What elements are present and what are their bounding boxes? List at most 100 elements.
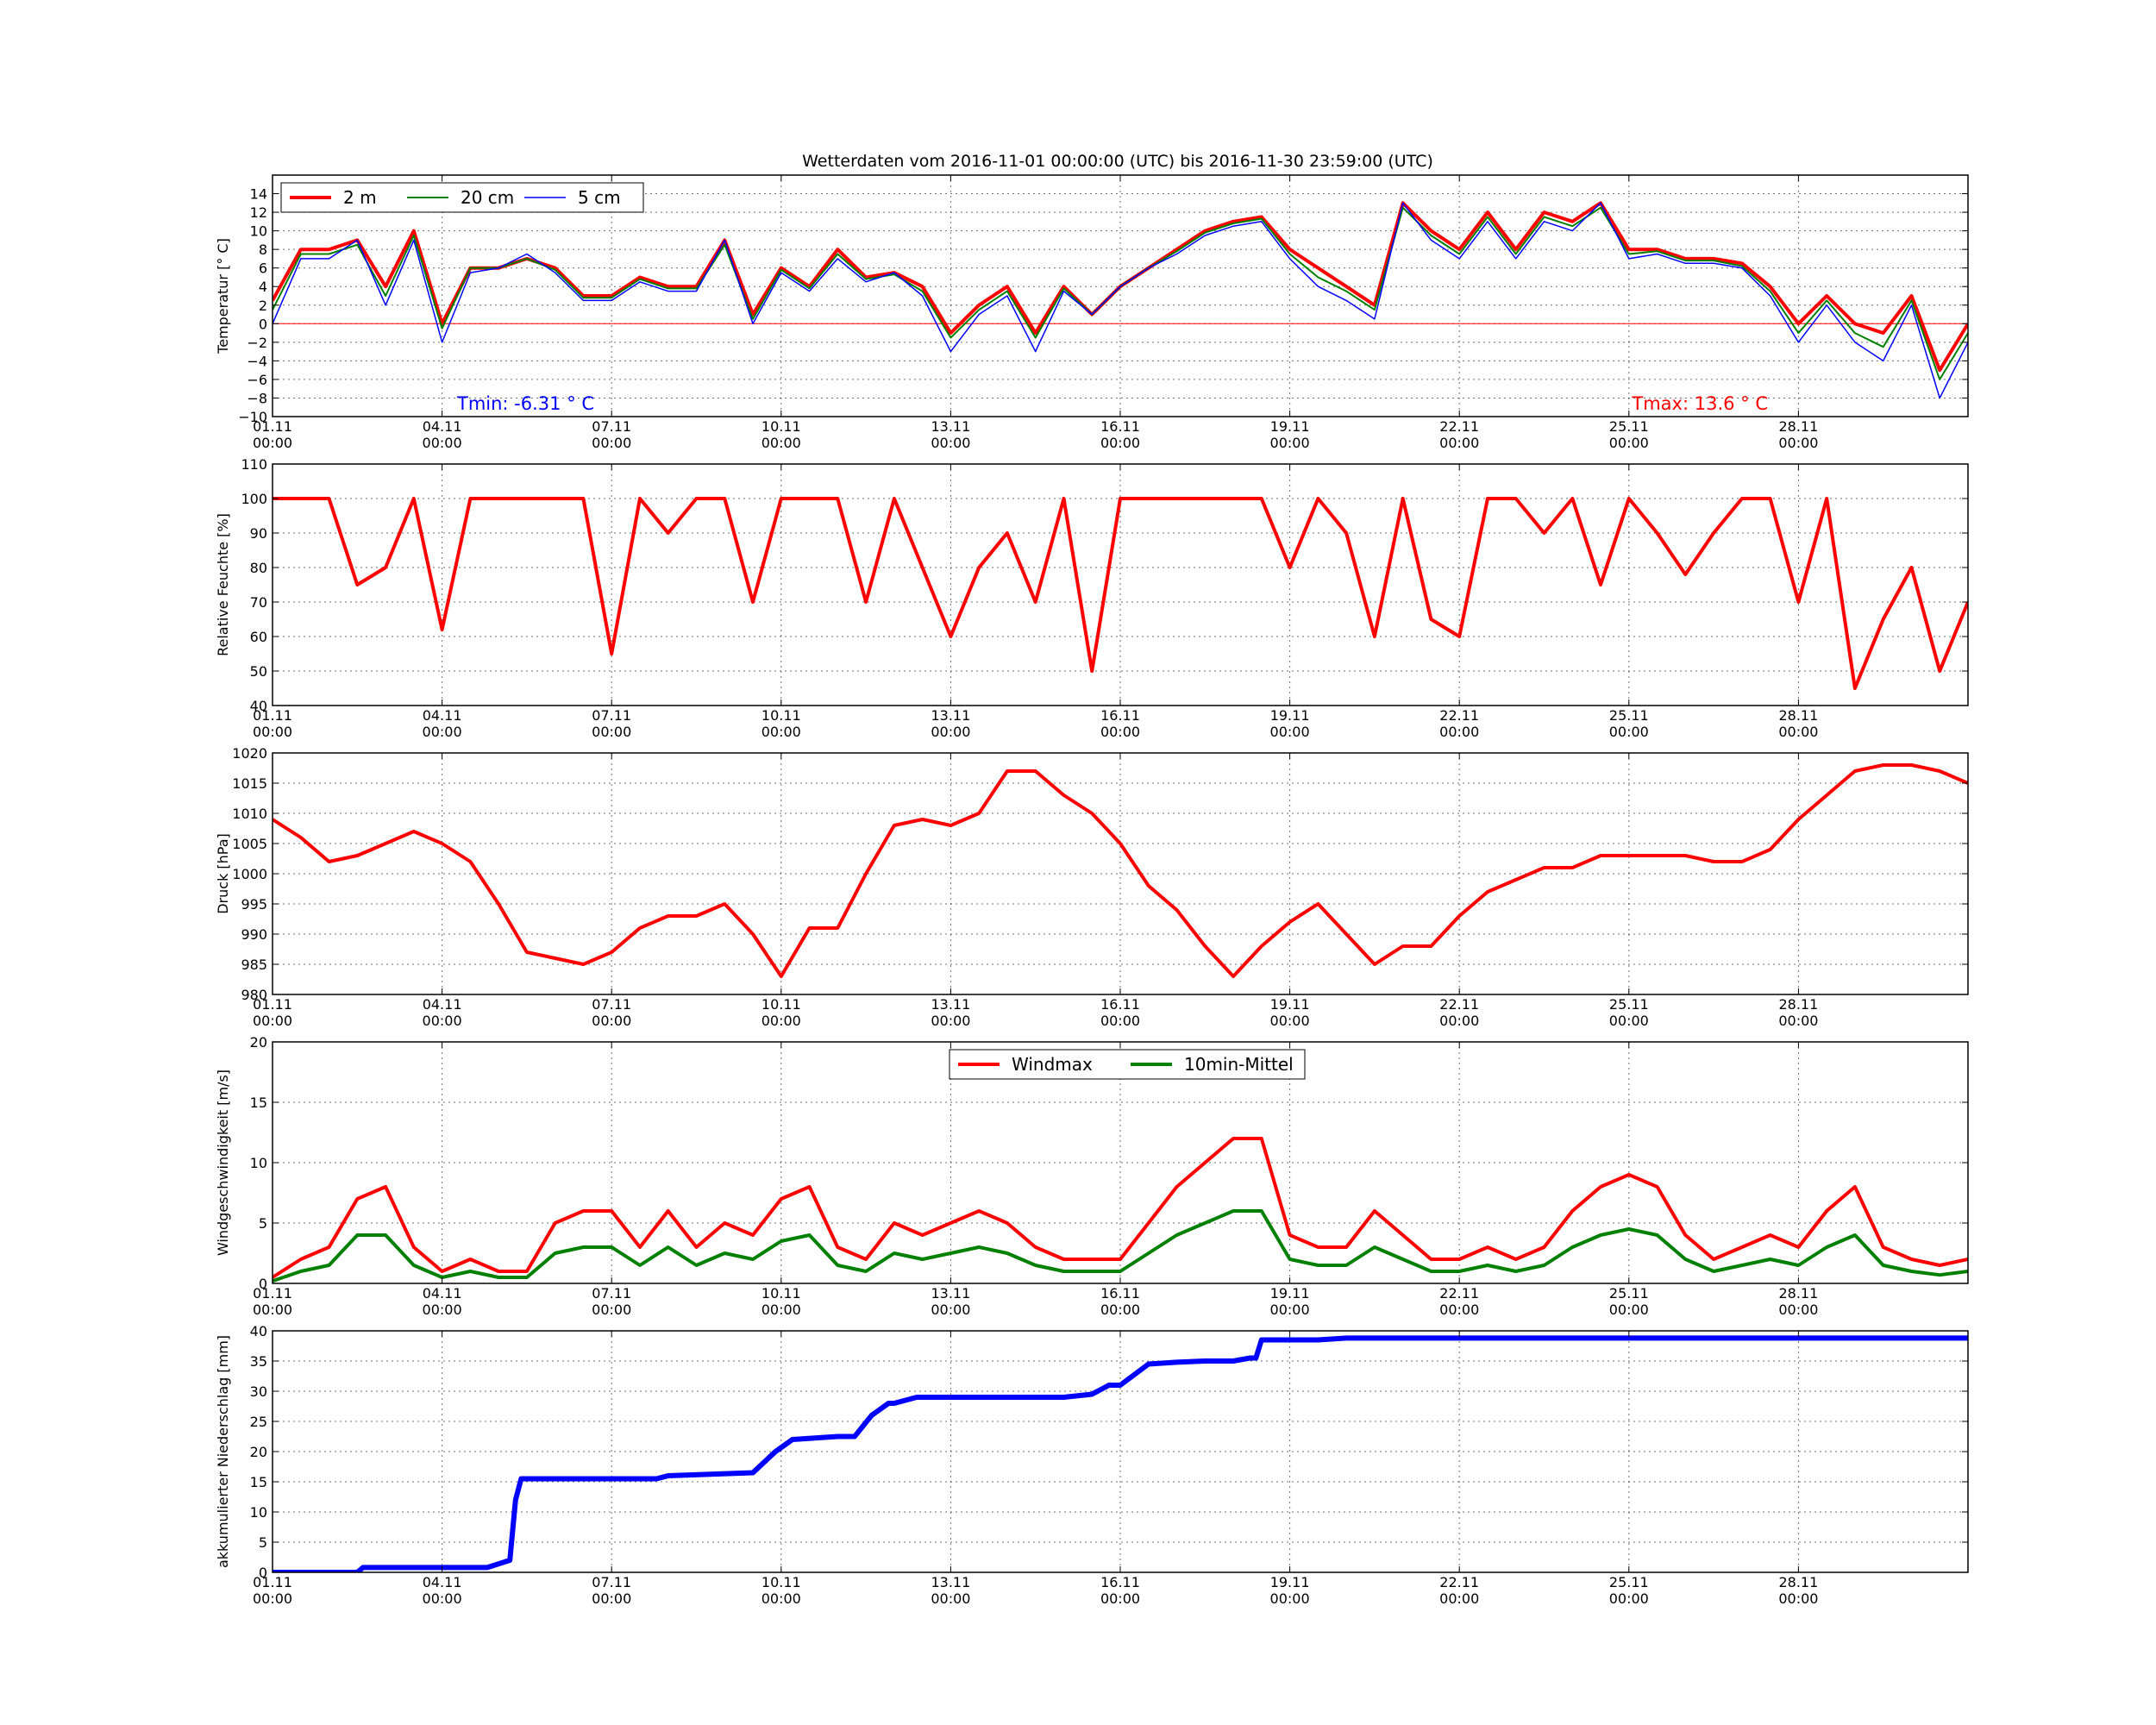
legend-box	[280, 182, 644, 213]
y-tick-label: 15	[250, 1095, 267, 1111]
panel-humidity: 40 50 60 70 80 90 100 110 01.11 00:00 04.11 00:00 07…	[215, 456, 1969, 740]
y-tick-label: 14	[250, 186, 267, 203]
x-tick-label: 28.11 00:00	[1778, 1285, 1818, 1318]
y-axis-label: akkumulierter Niederschlag [mm]	[215, 1335, 231, 1568]
legend: 2 m 20 cm 5 cm	[280, 182, 644, 213]
x-tick-label: 04.11 00:00	[423, 707, 462, 740]
x-tick-label: 22.11 00:00	[1439, 707, 1479, 740]
x-tick-label: 04.11 00:00	[423, 1574, 462, 1607]
y-tick-label: 10	[250, 1155, 267, 1171]
y-tick-label: 50	[250, 663, 267, 680]
y-tick-label: 5	[259, 1534, 267, 1551]
y-tick-label: 0	[259, 1565, 267, 1581]
y-tick-label: 5	[259, 1215, 267, 1232]
y-tick-label: 15	[250, 1474, 267, 1490]
x-tick-label: 16.11 00:00	[1100, 1574, 1140, 1607]
legend-label: 20 cm	[461, 187, 514, 208]
x-tick-label: 10.11 00:00	[761, 1285, 801, 1318]
y-tick-label: 110	[241, 456, 267, 473]
y-axis-label: Druck [hPa]	[215, 833, 231, 914]
x-tick-label: 22.11 00:00	[1439, 1574, 1479, 1607]
y-tick-label: 4	[259, 279, 267, 295]
x-tick-label: 10.11 00:00	[761, 418, 801, 451]
x-tick-label: 01.11 00:00	[253, 1285, 292, 1318]
y-tick-label: 0	[259, 1276, 267, 1292]
series-line-temperature-2	[273, 202, 1968, 399]
tmax-annotation: Tmax: 13.6 ° C	[1631, 393, 1768, 414]
x-tick-label: 25.11 00:00	[1609, 996, 1649, 1029]
x-tick-label: 01.11 00:00	[253, 418, 292, 451]
y-tick-label: 40	[250, 1323, 267, 1339]
x-tick-label: 04.11 00:00	[423, 1285, 462, 1318]
x-tick-label: 28.11 00:00	[1778, 418, 1818, 451]
y-tick-label: −6	[247, 372, 267, 388]
y-tick-label: 30	[250, 1383, 267, 1400]
y-tick-label: 70	[250, 594, 267, 611]
y-tick-label: 100	[241, 491, 267, 507]
y-tick-label: 20	[250, 1444, 267, 1460]
x-tick-label: 22.11 00:00	[1439, 418, 1479, 451]
x-tick-label: 07.11 00:00	[592, 707, 631, 740]
legend-label: 5 cm	[578, 187, 621, 208]
y-tick-label: 1010	[232, 806, 267, 822]
y-tick-label: 2	[259, 298, 267, 314]
legend-label: Windmax	[1012, 1054, 1093, 1075]
series-group	[273, 763, 1968, 978]
series-group	[273, 1335, 1968, 1572]
series-line-precipitation-0	[273, 1335, 1968, 1572]
y-tick-label: 10	[250, 223, 267, 240]
y-tick-label: 995	[241, 896, 267, 913]
x-tick-label: 10.11 00:00	[761, 1574, 801, 1607]
panel-pressure: 980 985 990 995 1000 1005 1010 1015 1020 01.11 00:…	[215, 745, 1969, 1029]
y-tick-label: −2	[247, 335, 267, 351]
y-tick-label: 8	[259, 242, 267, 258]
panel-precipitation: 0 5 10 15 20 25 30 35 40 01.11 00:00 04.11 00:00 07.1…	[215, 1323, 1969, 1607]
series-line-pressure-0	[273, 763, 1968, 978]
tmin-annotation: Tmin: -6.31 ° C	[456, 393, 594, 414]
x-tick-label: 13.11 00:00	[931, 418, 970, 451]
series-group	[273, 1137, 1968, 1283]
x-tick-label: 01.11 00:00	[253, 1574, 292, 1607]
series-line-humidity-0	[273, 497, 1968, 690]
y-tick-label: 985	[241, 957, 267, 973]
x-tick-label: 25.11 00:00	[1609, 707, 1649, 740]
y-tick-label: 1000	[232, 866, 267, 882]
x-tick-label: 19.11 00:00	[1270, 1574, 1310, 1607]
x-tick-label: 19.11 00:00	[1270, 996, 1310, 1029]
y-tick-label: 12	[250, 204, 267, 221]
x-tick-label: 01.11 00:00	[253, 707, 292, 740]
series-group	[273, 497, 1968, 690]
x-tick-label: 25.11 00:00	[1609, 1574, 1649, 1607]
x-tick-label: 13.11 00:00	[931, 1574, 970, 1607]
y-tick-label: 980	[241, 987, 267, 1003]
y-axis-label: Temperatur [° C]	[215, 238, 231, 354]
y-tick-label: −4	[247, 353, 267, 369]
x-tick-label: 04.11 00:00	[423, 418, 462, 451]
y-tick-label: 35	[250, 1353, 267, 1370]
y-tick-label: 1015	[232, 775, 267, 792]
x-tick-label: 28.11 00:00	[1778, 996, 1818, 1029]
y-tick-label: 80	[250, 560, 267, 576]
y-tick-label: −8	[247, 390, 267, 406]
x-tick-label: 19.11 00:00	[1270, 418, 1310, 451]
x-tick-label: 28.11 00:00	[1778, 707, 1818, 740]
x-tick-label: 22.11 00:00	[1439, 996, 1479, 1029]
x-tick-label: 16.11 00:00	[1100, 418, 1140, 451]
x-tick-label: 19.11 00:00	[1270, 707, 1310, 740]
x-tick-label: 10.11 00:00	[761, 707, 801, 740]
y-axis-label: Relative Feuchte [%]	[215, 513, 231, 656]
figure-title: Wetterdaten vom 2016-11-01 00:00:00 (UTC…	[802, 152, 1433, 171]
x-tick-label: 13.11 00:00	[931, 996, 970, 1029]
x-tick-label: 10.11 00:00	[761, 996, 801, 1029]
x-tick-label: 16.11 00:00	[1100, 996, 1140, 1029]
x-tick-label: 04.11 00:00	[423, 996, 462, 1029]
x-tick-label: 25.11 00:00	[1609, 418, 1649, 451]
y-tick-label: −10	[238, 409, 267, 425]
y-tick-label: 60	[250, 629, 267, 645]
x-tick-label: 07.11 00:00	[592, 418, 631, 451]
y-tick-label: 10	[250, 1504, 267, 1521]
x-tick-label: 16.11 00:00	[1100, 707, 1140, 740]
y-axis-label: Windgeschwindigkeit [m/s]	[215, 1070, 231, 1256]
